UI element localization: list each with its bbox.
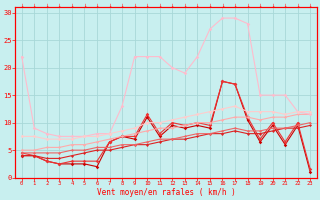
X-axis label: Vent moyen/en rafales ( km/h ): Vent moyen/en rafales ( km/h ) bbox=[97, 188, 236, 197]
